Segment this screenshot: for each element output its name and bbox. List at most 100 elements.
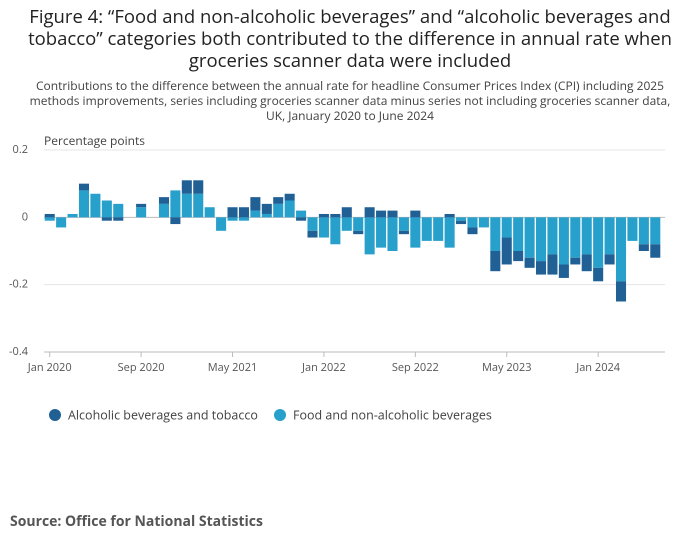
bar [353,230,364,235]
legend-swatch [49,409,61,421]
bar [273,203,284,218]
bar [56,217,67,228]
bar [341,207,352,218]
bar [558,264,569,278]
bar [650,217,661,245]
bar [78,190,90,218]
bar [490,217,501,251]
bar [513,251,524,262]
bar [604,217,615,255]
bar [318,213,329,218]
bar [364,217,375,255]
bar [376,217,387,248]
bar [615,217,627,282]
bar [273,197,284,204]
bar [101,200,112,218]
bar [627,217,638,241]
bar [341,217,352,231]
bar [44,217,55,221]
bar [376,210,387,218]
bar [410,210,421,218]
y-axis-label: Percentage points [44,132,145,149]
bar [307,217,318,231]
legend-label: Alcoholic beverages and tobacco [68,406,258,423]
bar [238,217,249,221]
bar [387,210,398,218]
bar [90,193,101,218]
bar [181,180,192,194]
bar [227,217,238,221]
bar [501,237,512,265]
bar [410,217,421,248]
legend-swatch [274,409,286,421]
bar [113,217,124,221]
bar [330,217,341,245]
bar [101,217,112,221]
x-tick-label: Jan 2020 [27,360,72,375]
bar [456,217,467,221]
x-tick-label: Sep 2020 [118,360,165,375]
bar [593,267,604,282]
bar [193,180,204,194]
bar [364,207,375,218]
bar [615,281,627,302]
bar [136,203,147,208]
bar [467,227,478,235]
bar [604,254,615,265]
chart-subtitle: Contributions to the difference between … [29,77,671,124]
bar [524,217,535,258]
bar [570,217,581,258]
bar [261,203,272,214]
x-tick-label: May 2021 [208,360,258,375]
y-tick-label: 0.2 [13,142,28,157]
bar [170,217,181,225]
bar [193,193,204,218]
bar [296,217,307,221]
bar [398,230,409,235]
bar [467,217,478,228]
bar [78,183,90,191]
bar [284,193,295,201]
bar [398,217,409,231]
bar [490,251,501,272]
bar [536,261,547,275]
bar [296,210,307,218]
source: Source: Office for National Statistics [10,512,263,531]
bar [444,213,455,218]
chart-title: Figure 4: “Food and non-alcoholic bevera… [28,4,672,73]
bar [44,213,55,218]
bar [478,217,489,228]
bar [433,217,444,241]
bar [421,217,432,241]
bar [547,217,558,255]
bar [581,217,592,255]
bar [444,217,455,248]
bar [261,213,272,218]
bar [513,217,524,251]
y-tick-label: -0.2 [9,277,28,292]
bar [593,217,604,268]
y-tick-label: -0.4 [9,344,29,359]
bar [284,200,295,218]
bar [170,190,181,218]
bar [638,244,649,251]
x-tick-label: Jan 2022 [301,360,346,375]
x-tick-label: Jan 2024 [575,360,621,375]
x-tick-label: Sep 2022 [392,360,439,375]
bar [558,217,569,265]
bar [250,197,261,211]
bar [113,203,124,218]
bar [570,257,581,265]
bar [227,207,238,218]
bar [250,210,261,218]
bar [67,213,78,218]
bar [638,217,649,245]
bar [307,230,318,238]
bar [581,254,592,272]
bar [136,207,147,218]
bar [650,244,661,258]
x-tick-label: May 2023 [482,360,532,375]
legend-label: Food and non-alcoholic beverages [293,406,492,423]
bar [216,217,227,231]
